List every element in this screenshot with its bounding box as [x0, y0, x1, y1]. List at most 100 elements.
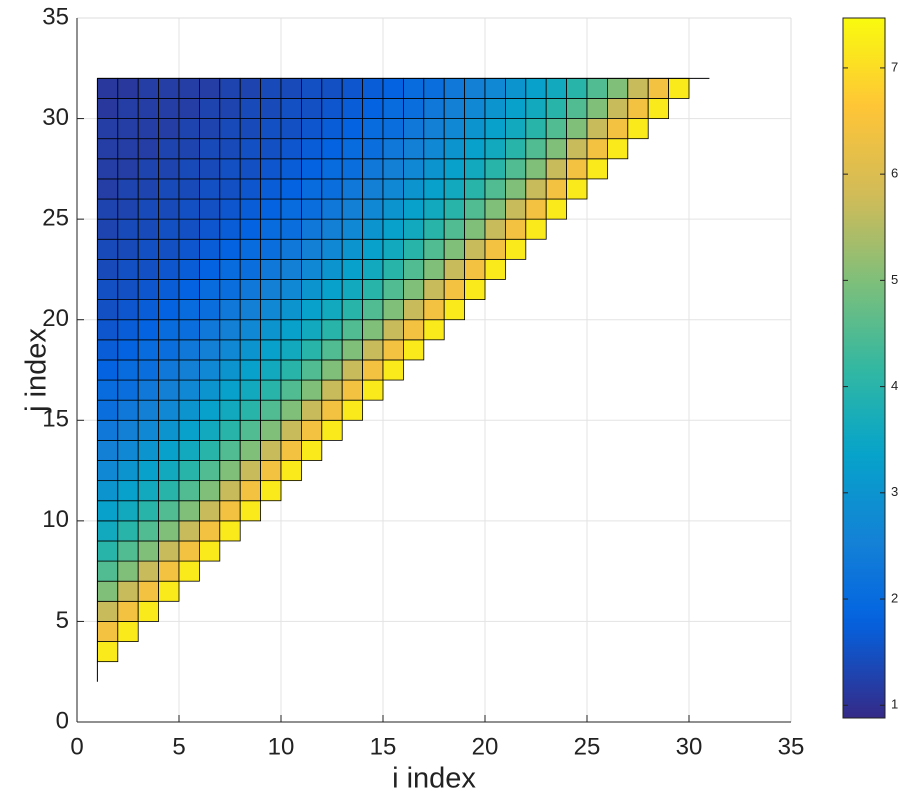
cell [484, 118, 506, 140]
cell [443, 98, 466, 119]
cell [566, 118, 588, 140]
colorbar-tick-label: 3 [891, 484, 898, 499]
cell [219, 138, 241, 160]
cell [362, 218, 384, 240]
cell [158, 118, 180, 140]
cell [321, 299, 343, 321]
cell [97, 158, 119, 180]
cell [464, 158, 486, 180]
cell [545, 158, 568, 180]
cell [158, 158, 180, 180]
cell [178, 118, 200, 140]
cell [158, 299, 180, 321]
cell [137, 198, 159, 220]
cell [198, 279, 221, 301]
cell [178, 77, 200, 99]
cell [239, 178, 261, 200]
cell [198, 480, 221, 502]
cell [219, 158, 241, 180]
cell [117, 258, 139, 280]
cell [198, 439, 221, 461]
y-tick-label: 10 [42, 506, 69, 533]
cell [137, 600, 159, 622]
x-tick-label: 30 [676, 733, 703, 760]
cell [97, 118, 119, 140]
cell [607, 118, 629, 140]
cell [423, 138, 445, 160]
cell [117, 158, 139, 180]
cell [137, 158, 159, 180]
cell [260, 77, 282, 99]
cell [260, 319, 282, 341]
cell [219, 218, 241, 240]
cell [321, 419, 343, 441]
cell [117, 621, 139, 642]
cell [97, 560, 119, 582]
x-axis-label: i index [392, 763, 476, 795]
cell [300, 178, 323, 200]
cell [117, 238, 139, 260]
cell [97, 279, 119, 301]
cell [97, 339, 119, 361]
cell [198, 460, 221, 482]
cell [137, 299, 159, 321]
cell [300, 359, 323, 381]
cell [158, 500, 180, 522]
y-tick-label: 20 [42, 305, 69, 332]
cell [423, 279, 445, 301]
cell [219, 198, 241, 220]
cell [423, 158, 445, 180]
cell [484, 258, 506, 280]
cell [117, 379, 139, 401]
cell [137, 258, 159, 280]
cell [137, 379, 159, 401]
cell [239, 258, 261, 280]
cell [97, 600, 119, 622]
cell [647, 77, 670, 99]
cell [362, 379, 384, 401]
cell [158, 560, 180, 582]
cell [443, 178, 466, 200]
cell [545, 98, 568, 119]
cell [117, 580, 139, 602]
y-tick-label: 0 [56, 707, 69, 734]
cell [321, 399, 343, 421]
cell [321, 158, 343, 180]
cell [627, 77, 649, 99]
cell [586, 98, 608, 119]
cell [117, 560, 139, 582]
cell [239, 339, 261, 361]
cell [178, 339, 200, 361]
cell [219, 500, 241, 522]
cell [97, 399, 119, 421]
y-axis-label: j index [21, 328, 53, 413]
cell [525, 198, 547, 220]
cell [300, 138, 323, 160]
cell [525, 158, 547, 180]
cell [382, 319, 404, 341]
cell [260, 279, 282, 301]
cell [117, 118, 139, 140]
cell [423, 77, 445, 99]
cell [300, 198, 323, 220]
cell [382, 178, 404, 200]
cell [280, 359, 302, 381]
cell [198, 339, 221, 361]
cell [137, 439, 159, 461]
cell [607, 138, 629, 160]
cell [300, 258, 323, 280]
cell [566, 178, 588, 200]
cell [117, 399, 139, 421]
y-tick-label: 5 [56, 607, 69, 634]
x-tick-label: 20 [472, 733, 499, 760]
cell [97, 178, 119, 200]
cell [117, 480, 139, 502]
cell [402, 178, 425, 200]
cell [484, 98, 506, 119]
cell [239, 138, 261, 160]
cell [178, 480, 200, 502]
cell [97, 359, 119, 381]
cell [402, 258, 425, 280]
cell [382, 98, 404, 119]
cell [402, 138, 425, 160]
